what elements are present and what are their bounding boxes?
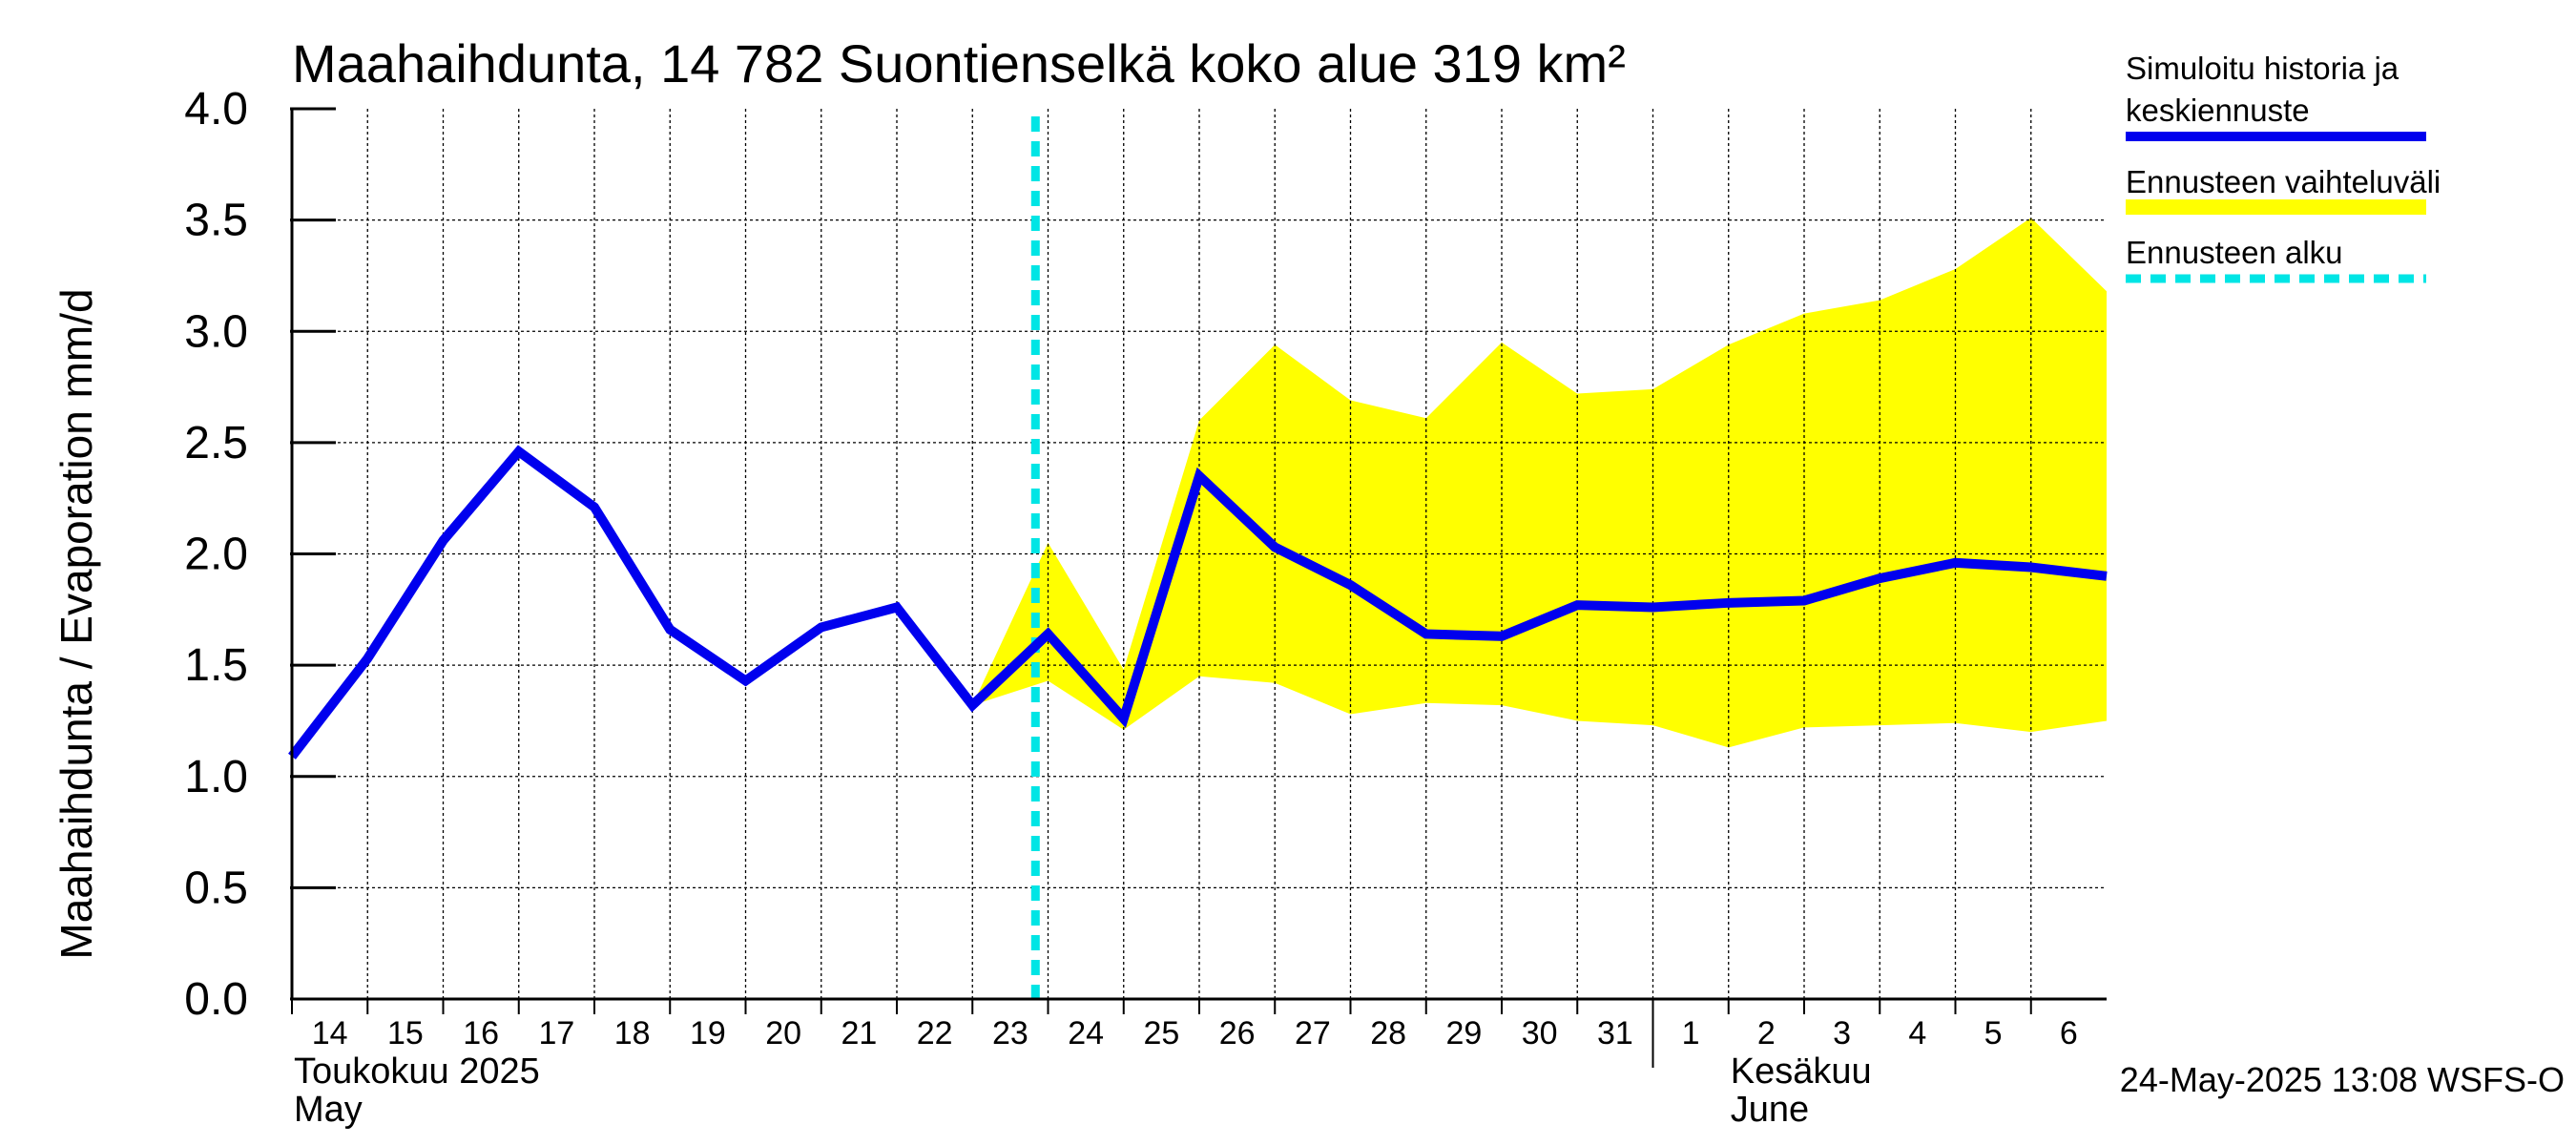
- month-label-en: June: [1731, 1090, 1809, 1130]
- legend: Simuloitu historia ja keskiennuste Ennuste…: [2126, 51, 2441, 283]
- y-tick-label: 2.0: [184, 530, 248, 580]
- x-tick-label: 24: [1068, 1015, 1104, 1051]
- x-tick-label: 17: [538, 1015, 574, 1051]
- chart-title: Maahaihdunta, 14 782 Suontienselkä koko …: [292, 33, 1626, 94]
- x-tick-label: 4: [1908, 1015, 1926, 1051]
- forecast-range-band: [972, 218, 2107, 748]
- axes: 0.00.51.01.52.02.53.03.54.014 15 16 17 18 19 2…: [184, 84, 2107, 1130]
- grid: [292, 109, 2107, 999]
- month-label-en: May: [294, 1090, 363, 1130]
- x-tick-label: 15: [387, 1015, 424, 1051]
- legend-label-band: Ennusteen vaihteluväli: [2126, 164, 2441, 199]
- x-tick-label: 27: [1295, 1015, 1331, 1051]
- y-tick-label: 4.0: [184, 84, 248, 135]
- y-tick-label: 0.5: [184, 863, 248, 913]
- legend-label-forecast-start: Ennusteen alku: [2126, 235, 2343, 270]
- y-tick-label: 3.5: [184, 196, 248, 246]
- x-tick-label: 3: [1833, 1015, 1851, 1051]
- x-tick-label: 18: [614, 1015, 651, 1051]
- y-axis-label: Maahaihdunta / Evaporation mm/d: [52, 288, 101, 959]
- x-tick-label: 2: [1757, 1015, 1776, 1051]
- footer-timestamp: 24-May-2025 13:08 WSFS-O: [2120, 1060, 2565, 1099]
- x-tick-label: 28: [1370, 1015, 1406, 1051]
- x-tick-label: 31: [1597, 1015, 1633, 1051]
- legend-label-mean-line1: Simuloitu historia ja: [2126, 51, 2399, 86]
- x-tick-label: 6: [2060, 1015, 2078, 1051]
- forecast-band-layer: [972, 218, 2107, 748]
- x-tick-label: 25: [1143, 1015, 1179, 1051]
- series-layer: [288, 445, 2108, 760]
- x-tick-label: 30: [1522, 1015, 1558, 1051]
- x-tick-label: 23: [992, 1015, 1028, 1051]
- legend-label-mean-line2: keskiennuste: [2126, 93, 2310, 128]
- x-tick-label: 19: [690, 1015, 726, 1051]
- y-tick-label: 1.0: [184, 752, 248, 802]
- x-tick-label: 26: [1219, 1015, 1256, 1051]
- series-line-mean: [288, 445, 2108, 760]
- x-tick-label: 14: [312, 1015, 348, 1051]
- x-tick-label: 5: [1984, 1015, 2003, 1051]
- x-tick-label: 20: [765, 1015, 801, 1051]
- x-tick-label: 29: [1445, 1015, 1482, 1051]
- x-tick-label: 21: [841, 1015, 877, 1051]
- x-tick-label: 16: [463, 1015, 499, 1051]
- x-tick-label: 1: [1682, 1015, 1700, 1051]
- month-label-fi: Toukokuu 2025: [294, 1051, 540, 1092]
- y-tick-label: 2.5: [184, 418, 248, 468]
- x-tick-label: 22: [917, 1015, 953, 1051]
- y-tick-label: 1.5: [184, 640, 248, 691]
- y-tick-label: 0.0: [184, 974, 248, 1025]
- month-label-fi: Kesäkuu: [1731, 1051, 1872, 1092]
- y-tick-label: 3.0: [184, 306, 248, 357]
